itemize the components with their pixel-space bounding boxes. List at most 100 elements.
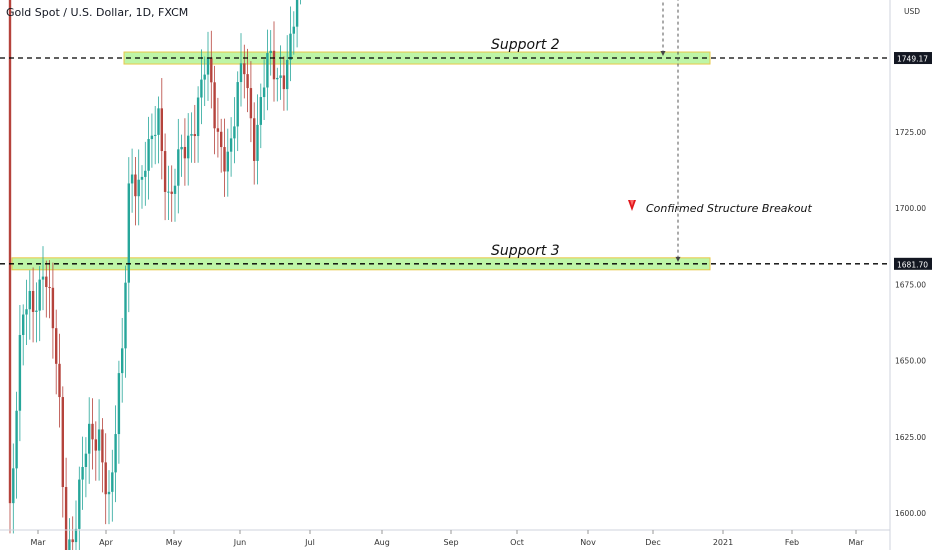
candle-body xyxy=(266,53,269,88)
candle-body xyxy=(223,147,226,172)
candle-body xyxy=(45,276,48,288)
y-tick-label: 1675.00 xyxy=(895,280,926,289)
candle-body xyxy=(256,124,259,161)
candle-body xyxy=(71,539,74,543)
candle-body xyxy=(243,63,246,75)
candle-body xyxy=(183,146,187,159)
candle-body xyxy=(127,183,130,283)
candle-body xyxy=(111,472,114,492)
candle-body xyxy=(246,74,249,89)
candle-body xyxy=(150,135,154,140)
candle-body xyxy=(61,397,64,488)
candle-body xyxy=(130,174,134,184)
candle-body xyxy=(154,134,157,136)
candle-body xyxy=(193,134,196,137)
candle-body xyxy=(213,82,216,129)
candle-body xyxy=(58,363,61,398)
candle-body xyxy=(28,290,31,310)
candle-body xyxy=(206,57,210,75)
x-tick-label: Jun xyxy=(233,538,247,547)
candle-body xyxy=(226,151,229,172)
candle-body xyxy=(173,185,177,194)
price-tag xyxy=(894,257,932,270)
candle-body xyxy=(276,77,279,80)
candle-body xyxy=(180,146,183,150)
candle-body xyxy=(124,282,127,349)
candle-body xyxy=(196,97,200,137)
y-tick-label: 1625.00 xyxy=(895,433,926,442)
price-tag-label: 1749.17 xyxy=(897,55,928,64)
x-tick-label: Mar xyxy=(848,538,864,547)
candle-body xyxy=(163,151,167,192)
projection-arrowhead xyxy=(660,51,666,57)
y-tick-label: 1700.00 xyxy=(895,204,926,213)
candle-body xyxy=(295,0,299,27)
candle-body xyxy=(94,439,97,451)
candle-body xyxy=(121,348,124,374)
x-tick-label: Oct xyxy=(510,538,524,547)
x-tick-label: Nov xyxy=(580,538,596,547)
candle-body xyxy=(51,287,55,329)
candle-body xyxy=(203,74,206,80)
x-tick-label: Feb xyxy=(785,538,799,547)
chart-title: Gold Spot / U.S. Dollar, 1D, FXCM xyxy=(6,6,189,19)
candle-body xyxy=(187,135,190,159)
candle-body xyxy=(262,87,266,98)
candle-body xyxy=(25,309,28,315)
y-tick-label: 1650.00 xyxy=(895,357,926,366)
projection-arrowhead xyxy=(675,256,681,262)
x-tick-label: May xyxy=(166,538,183,547)
candle-body xyxy=(8,0,12,504)
price-tag-label: 1681.70 xyxy=(897,260,928,269)
y-tick-label: 1600.00 xyxy=(895,509,926,518)
candle-body xyxy=(18,334,22,411)
candle-body xyxy=(64,487,68,550)
candle-body xyxy=(239,63,243,83)
candle-body xyxy=(104,462,107,495)
y-tick-label: 1725.00 xyxy=(895,128,926,137)
candle-body xyxy=(84,453,88,467)
candle-body xyxy=(41,276,45,280)
candle-body xyxy=(233,126,236,139)
candle-body xyxy=(269,50,272,54)
candle-body xyxy=(160,108,163,152)
price-tag xyxy=(894,52,932,65)
candle-body xyxy=(157,108,160,135)
candle-body xyxy=(97,429,101,451)
candle-body xyxy=(144,170,147,177)
x-tick-label: Dec xyxy=(645,538,660,547)
candle-body xyxy=(147,139,150,171)
candle-body xyxy=(81,466,84,480)
currency-label: USD xyxy=(904,7,920,16)
candle-body xyxy=(74,528,78,543)
candle-body xyxy=(210,57,213,83)
candle-body xyxy=(134,174,137,197)
candle-body xyxy=(38,279,41,311)
candle-body xyxy=(177,149,180,186)
candle-body xyxy=(35,310,38,312)
candle-body xyxy=(91,423,94,440)
candle-body xyxy=(236,82,239,127)
candle-body xyxy=(282,75,286,90)
candle-body xyxy=(140,176,144,180)
candle-body xyxy=(31,290,35,312)
candle-body xyxy=(55,328,58,364)
candle-body xyxy=(220,131,223,148)
candle-body xyxy=(253,118,256,161)
breakout-marker-highlight xyxy=(630,200,634,206)
candle-body xyxy=(107,491,111,495)
candle-body xyxy=(190,134,193,136)
candle-body xyxy=(15,410,18,469)
candle-body xyxy=(200,79,203,98)
candle-body xyxy=(22,314,25,335)
x-tick-label: 2021 xyxy=(713,538,733,547)
candle-body xyxy=(167,191,170,193)
x-tick-label: Jul xyxy=(304,538,315,547)
support-label: Support 2 xyxy=(491,37,560,53)
support-label: Support 3 xyxy=(491,243,560,259)
candle-body xyxy=(229,138,233,152)
candle-body xyxy=(12,468,15,504)
candle-body xyxy=(78,479,81,529)
candle-body xyxy=(286,59,289,90)
